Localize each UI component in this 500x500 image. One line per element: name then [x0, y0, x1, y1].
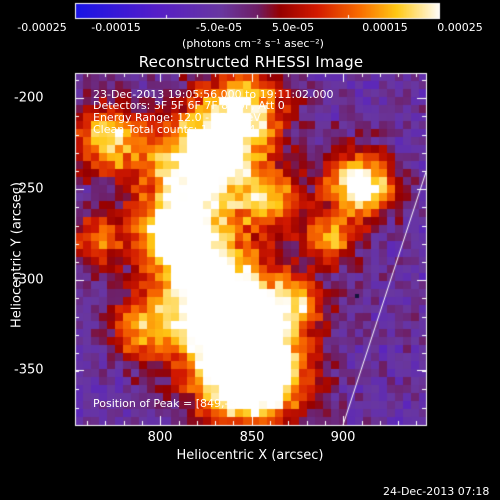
annotation-method-counts: Clean Total counts: 1.46E+04 — [93, 123, 256, 136]
colorbar-unit-label: (photons cm⁻² s⁻¹ asec⁻²) — [182, 37, 324, 50]
x-tick-label: 900 — [330, 430, 356, 445]
annotation-detectors: Detectors: 3F 5F 6F 7F 8F 9F, Att 0 — [93, 99, 285, 112]
annotation-time-range: 23-Dec-2013 19:05:56.000 to 19:11:02.000 — [93, 88, 334, 101]
x-tick-label: 850 — [239, 430, 265, 445]
y-tick-label: -300 — [14, 272, 44, 288]
plot-title: Reconstructed RHESSI Image — [138, 53, 364, 71]
annotation-peak-position: Position of Peak = [849,-350] — [93, 397, 254, 410]
colorbar-tick-label: 5.0e-05 — [271, 21, 315, 34]
colorbar-tick-label: -0.00015 — [91, 21, 141, 34]
colorbar-tick-label: -0.00025 — [17, 21, 67, 34]
colorbar-tick-label: 0.00015 — [362, 21, 408, 34]
timestamp: 24-Dec-2013 07:18 — [383, 485, 490, 498]
y-tick-label: -350 — [14, 362, 44, 378]
x-axis-label: Heliocentric X (arcsec) — [176, 448, 324, 463]
y-tick-label: -250 — [14, 181, 44, 197]
x-tick-label: 800 — [147, 430, 173, 445]
colorbar-tick-label: -5.0e-05 — [195, 21, 243, 34]
y-tick-label: -200 — [14, 90, 44, 106]
colorbar-tick-label: 0.00025 — [437, 21, 483, 34]
annotation-energy-range: Energy Range: 12.0 - 25.0 keV — [93, 111, 261, 124]
y-axis-label: Heliocentric Y (arcsec) — [9, 182, 25, 328]
